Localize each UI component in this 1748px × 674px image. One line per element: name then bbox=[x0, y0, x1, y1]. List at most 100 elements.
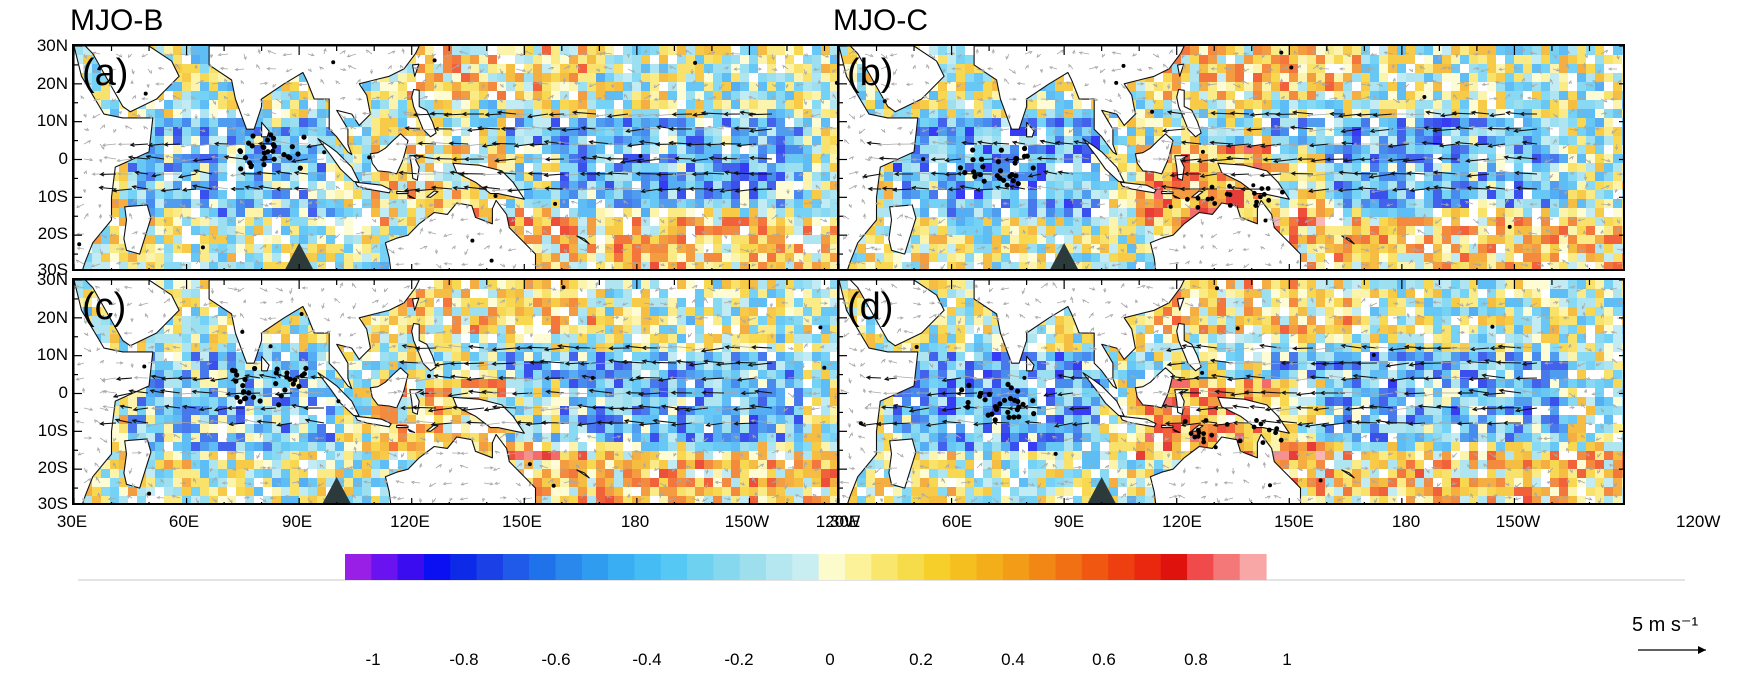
lat-label: 30N bbox=[36, 36, 68, 55]
colorbar-tick: 0 bbox=[825, 650, 835, 669]
reference-vector-label: 5 m s⁻¹ bbox=[1632, 614, 1699, 636]
lat-label: 20S bbox=[37, 458, 68, 477]
colorbar-cell bbox=[1029, 554, 1057, 580]
colorbar-cell bbox=[555, 554, 583, 580]
land-masses bbox=[74, 280, 590, 503]
longitude-marker-triangle bbox=[285, 243, 314, 269]
lon-label: 120E bbox=[390, 512, 430, 531]
significance-dots bbox=[77, 58, 839, 263]
lon-label: 30E bbox=[56, 512, 88, 531]
colorbar-tick: -1 bbox=[365, 650, 381, 669]
significance-dots bbox=[882, 50, 1512, 229]
panel-label-a: (a) bbox=[82, 52, 129, 94]
lon-label: 120W bbox=[1676, 512, 1721, 531]
colorbar-cell bbox=[871, 554, 899, 580]
colorbar-cell bbox=[634, 554, 662, 580]
axis-ticks bbox=[839, 280, 1623, 503]
colorbar-tick: 0.6 bbox=[1092, 650, 1116, 669]
land-masses bbox=[74, 46, 590, 269]
colorbar-cell bbox=[713, 554, 741, 580]
colorbar-cell bbox=[897, 554, 925, 580]
colorbar-tick: -0.8 bbox=[449, 650, 479, 669]
colorbar-cell bbox=[1081, 554, 1109, 580]
lat-label: 0 bbox=[58, 149, 68, 168]
colorbar-cell bbox=[608, 554, 636, 580]
colorbar-cell bbox=[660, 554, 688, 580]
colorbar-tick: -0.4 bbox=[632, 650, 662, 669]
lon-label: 60E bbox=[941, 512, 973, 531]
significance-dots bbox=[112, 285, 827, 503]
colorbar-cell bbox=[1108, 554, 1136, 580]
panel-label-b: (b) bbox=[847, 52, 894, 94]
lat-label: 20N bbox=[36, 308, 68, 327]
panel-label-d: (d) bbox=[847, 286, 894, 328]
longitude-marker-triangle bbox=[322, 477, 351, 503]
colorbar-tick: 1 bbox=[1282, 650, 1292, 669]
lat-label: 30N bbox=[36, 270, 68, 289]
colorbar-cell bbox=[450, 554, 478, 580]
lat-label: 10N bbox=[36, 345, 68, 364]
lon-label: 150W bbox=[1495, 512, 1541, 531]
lat-label: 0 bbox=[58, 383, 68, 402]
lon-label: 90E bbox=[281, 512, 313, 531]
lon-label: 180 bbox=[1391, 512, 1421, 531]
significance-dots bbox=[858, 286, 1495, 488]
colorbar-cell bbox=[1134, 554, 1162, 580]
colorbar-tick: -0.6 bbox=[541, 650, 571, 669]
lon-label: 30E bbox=[829, 512, 861, 531]
lat-label: 10S bbox=[37, 421, 68, 440]
colorbar-cell bbox=[1239, 554, 1267, 580]
colorbar-cell bbox=[1187, 554, 1214, 580]
colorbar-cell bbox=[1160, 554, 1188, 580]
lat-label: 30S bbox=[37, 494, 68, 513]
colorbar-cell bbox=[950, 554, 978, 580]
colorbar-cell bbox=[345, 554, 372, 580]
title-mjo-b: MJO-B bbox=[70, 4, 164, 37]
colorbar-cell bbox=[739, 554, 767, 580]
colorbar-cell bbox=[1213, 554, 1241, 580]
colorbar-cell bbox=[818, 554, 846, 580]
lon-label: 150E bbox=[1274, 512, 1314, 531]
lon-label: 90E bbox=[1053, 512, 1085, 531]
axis-ticks bbox=[839, 46, 1623, 269]
lat-label: 10S bbox=[37, 187, 68, 206]
colorbar-cell bbox=[502, 554, 530, 580]
panel-label-c: (c) bbox=[82, 286, 127, 328]
reference-vector-arrow bbox=[1638, 646, 1706, 654]
colorbar-cell bbox=[766, 554, 793, 580]
colorbar-cell bbox=[423, 554, 451, 580]
wind-vectors bbox=[74, 281, 858, 503]
colorbar-tick: 0.2 bbox=[909, 650, 933, 669]
axis-ticks bbox=[74, 280, 858, 503]
lon-label: 120W bbox=[815, 512, 861, 531]
title-mjo-c: MJO-C bbox=[833, 4, 928, 37]
colorbar-cell bbox=[687, 554, 714, 580]
wind-vectors bbox=[839, 281, 1623, 503]
colorbar-cell bbox=[529, 554, 557, 580]
colorbar-tick: 0.8 bbox=[1184, 650, 1208, 669]
map-panel-b: (b) bbox=[837, 44, 1625, 271]
lon-label: 150E bbox=[502, 512, 542, 531]
colorbar-cell bbox=[581, 554, 609, 580]
colorbar-tick: -0.2 bbox=[724, 650, 754, 669]
longitude-marker-triangle bbox=[1087, 477, 1116, 503]
colorbar-cell bbox=[476, 554, 504, 580]
lat-label: 20S bbox=[37, 224, 68, 243]
lat-label: 20N bbox=[36, 74, 68, 93]
lon-label: 120E bbox=[1162, 512, 1202, 531]
colorbar-cell bbox=[923, 554, 951, 580]
colorbar-cell bbox=[844, 554, 872, 580]
colorbar-cell bbox=[1055, 554, 1083, 580]
colorbar-cell bbox=[397, 554, 425, 580]
colorbar-cell bbox=[1002, 554, 1030, 580]
axis-ticks bbox=[74, 46, 858, 269]
lon-label: 180 bbox=[620, 512, 650, 531]
colorbar-cell bbox=[792, 554, 820, 580]
map-panel-a: (a) bbox=[72, 44, 860, 271]
longitude-marker-triangle bbox=[1050, 243, 1079, 269]
lon-label: 150W bbox=[724, 512, 770, 531]
land-masses bbox=[839, 280, 1355, 503]
lat-label: 30S bbox=[37, 260, 68, 279]
lon-label: 60E bbox=[168, 512, 200, 531]
lat-label: 10N bbox=[36, 111, 68, 130]
